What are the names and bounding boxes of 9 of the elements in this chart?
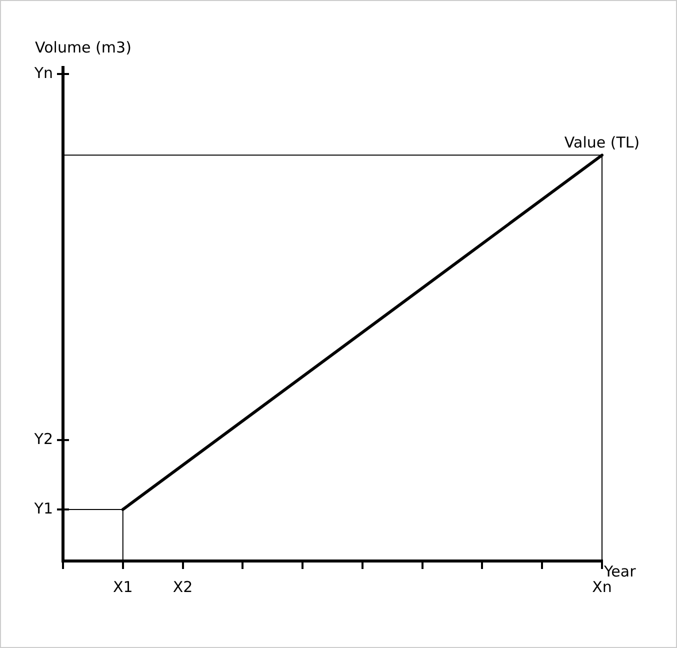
text: Volume (m3) bbox=[35, 38, 132, 56]
x-tick-label: X2 bbox=[172, 578, 193, 596]
x-tick-label: Xn bbox=[592, 578, 612, 596]
ref-line-label: Y1 bbox=[33, 499, 53, 518]
ref-line-label: Y2 bbox=[33, 430, 53, 448]
x-axis-title: Year bbox=[603, 562, 637, 580]
ref-line-label: Yn bbox=[33, 64, 53, 82]
x-tick-label: X1 bbox=[112, 578, 133, 596]
annotation: Value (TL) bbox=[564, 134, 640, 152]
